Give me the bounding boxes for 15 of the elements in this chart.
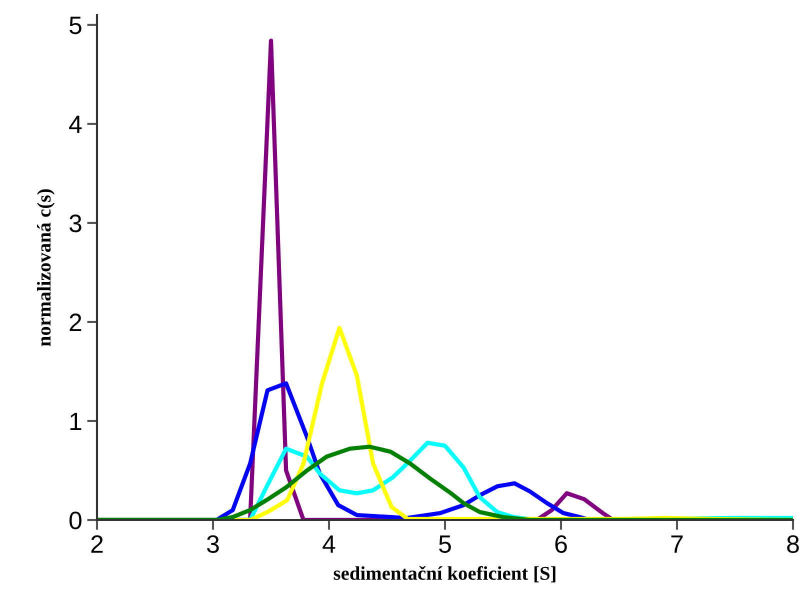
- x-tick-label: 7: [671, 536, 683, 553]
- y-tick-label: 3: [69, 214, 82, 232]
- x-tick-label: 4: [322, 536, 336, 553]
- y-tick-label: 1: [70, 412, 82, 430]
- x-tick-label: 2: [91, 535, 103, 553]
- x-tick-label: 6: [555, 535, 567, 553]
- x-tick-label: 3: [207, 535, 219, 553]
- x-tick-label: 5: [439, 536, 451, 553]
- y-tick-label: 2: [70, 314, 82, 332]
- y-tick-label: 0: [69, 512, 82, 530]
- y-tick-label: 5: [70, 16, 82, 34]
- y-axis-title: normalizovaná c(s): [36, 189, 55, 346]
- y-tick-label: 4: [69, 116, 82, 133]
- x-axis-title: sedimentační koeficient [S]: [334, 566, 556, 582]
- x-tick-label: 8: [787, 535, 799, 553]
